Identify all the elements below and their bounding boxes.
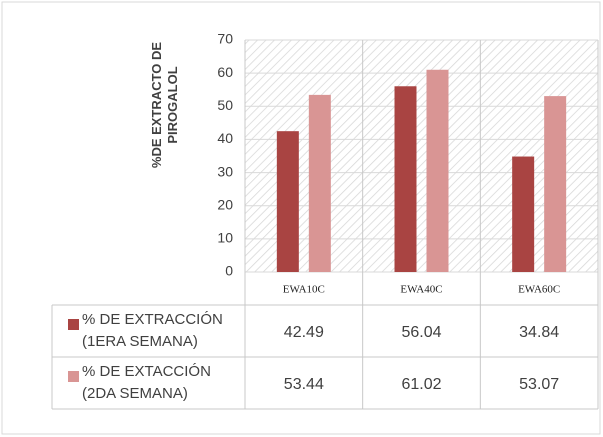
y-axis-title: %DE EXTRACTO DE PIROGALOL: [149, 41, 180, 169]
bar: [276, 131, 299, 272]
table-value: 56.04: [401, 324, 441, 341]
y-tick-label: 0: [225, 263, 233, 279]
y-tick-label: 40: [217, 130, 233, 146]
bar: [426, 69, 449, 272]
legend-label: % DE EXTACCIÓN (2DA SEMANA): [82, 363, 211, 402]
x-tick-label: EWA40C: [400, 284, 442, 296]
bar: [512, 156, 535, 272]
y-tick-label: 50: [217, 97, 233, 113]
y-tick-label: 10: [217, 230, 233, 246]
table-value: 42.49: [284, 324, 324, 341]
legend-label: % DE EXTRACCIÓN (1ERA SEMANA): [82, 311, 223, 350]
plot-background: [245, 40, 598, 272]
table-value: 53.44: [284, 376, 324, 393]
bar: [394, 86, 417, 272]
bar: [308, 94, 331, 272]
y-tick-label: 70: [217, 31, 233, 47]
table-value: 61.02: [401, 376, 441, 393]
legend-box: % DE EXTRACCIÓN (1ERA SEMANA): [82, 311, 223, 350]
y-tick-label: 20: [217, 196, 233, 212]
table-value: 53.07: [519, 376, 559, 393]
x-tick-label: EWA10C: [283, 284, 325, 296]
legend-swatch: [68, 371, 79, 382]
legend-box: % DE EXTACCIÓN (2DA SEMANA): [82, 363, 211, 402]
legend-swatch: [68, 319, 79, 330]
x-tick-label: EWA60C: [518, 284, 560, 296]
bar: [544, 96, 567, 272]
table-value: 34.84: [519, 324, 559, 341]
y-tick-label: 30: [217, 163, 233, 179]
y-tick-label: 60: [217, 64, 233, 80]
